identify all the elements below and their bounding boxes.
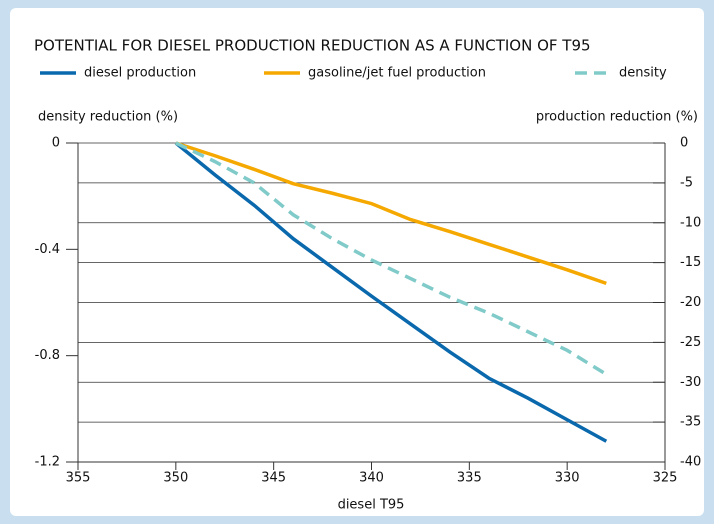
y-tick-label: -1.2	[35, 455, 60, 470]
chart-title: POTENTIAL FOR DIESEL PRODUCTION REDUCTIO…	[34, 37, 591, 55]
series-line	[174, 141, 608, 443]
y2-tick-label: -15	[680, 255, 701, 270]
y-tick-label: -0.4	[35, 242, 60, 257]
series-line	[175, 141, 607, 286]
series-line	[175, 141, 608, 376]
card	[10, 8, 704, 516]
y2-tick-label: -25	[680, 335, 701, 350]
y-tick-label: 0	[52, 136, 60, 151]
y2-tick-label: -40	[680, 455, 701, 470]
y-tick-label: -0.8	[35, 348, 60, 363]
y2-tick-label: 0	[680, 136, 688, 151]
x-tick-label: 330	[555, 471, 580, 486]
y2-tick-label: -5	[680, 175, 693, 190]
x-tick-label: 350	[163, 471, 188, 486]
legend-label: gasoline/jet fuel production	[308, 66, 486, 81]
x-tick-label: 335	[457, 471, 482, 486]
legend-label: diesel production	[84, 66, 196, 81]
y2-tick-label: -20	[680, 295, 701, 310]
y2-tick-label: -10	[680, 215, 701, 230]
x-axis-label: diesel T95	[338, 498, 405, 513]
y-axis-label: density reduction (%)	[38, 110, 178, 125]
x-tick-label: 340	[359, 471, 384, 486]
y2-tick-label: -35	[680, 415, 701, 430]
x-tick-label: 355	[66, 471, 91, 486]
y2-axis-label: production reduction (%)	[536, 110, 698, 125]
x-tick-label: 345	[261, 471, 286, 486]
x-tick-label: 325	[653, 471, 678, 486]
y2-tick-label: -30	[680, 375, 701, 390]
legend-label: density	[619, 66, 667, 81]
